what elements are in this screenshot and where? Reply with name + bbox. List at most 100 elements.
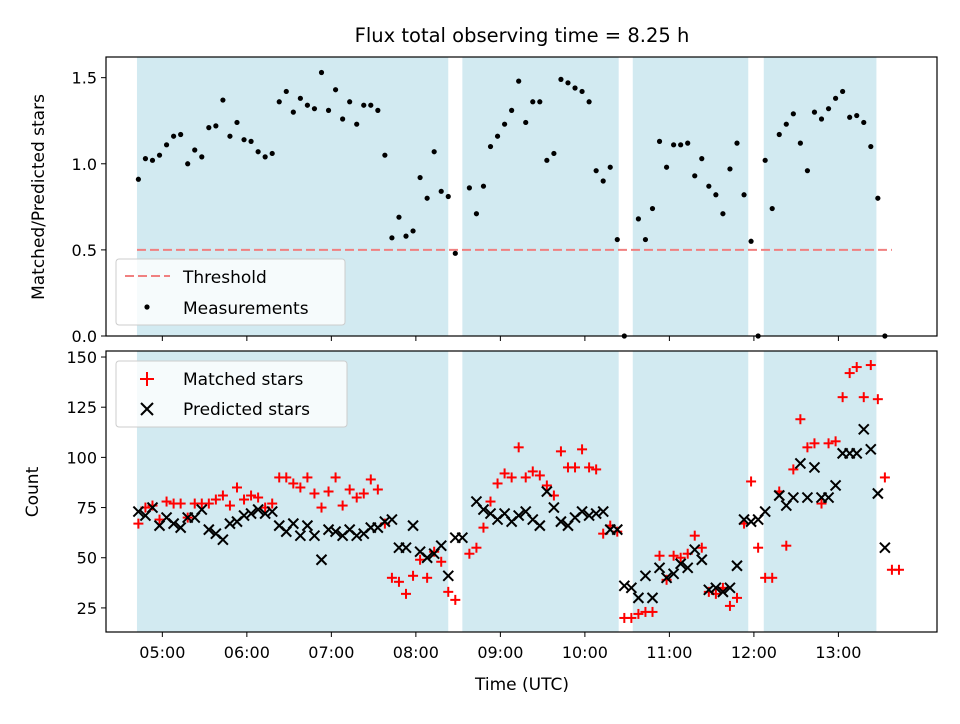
matched-star-point xyxy=(879,472,890,483)
matched-star-point xyxy=(555,446,566,457)
predicted-star-point xyxy=(541,485,553,498)
measurement-point xyxy=(509,107,515,113)
measurement-point xyxy=(347,99,353,105)
matched-star-point xyxy=(267,498,278,509)
predicted-star-point xyxy=(322,523,335,536)
measurement-point xyxy=(614,236,620,243)
matched-star-point xyxy=(534,470,545,481)
matched-star-point xyxy=(344,484,355,495)
bottom-y-tick-label: 100 xyxy=(66,448,97,467)
matched-star-point xyxy=(224,500,235,511)
matched-star-point xyxy=(422,572,433,583)
matched-star-point xyxy=(175,498,186,509)
measurement-point xyxy=(530,99,536,105)
matched-star-point xyxy=(696,542,707,553)
matched-star-point xyxy=(330,472,341,483)
predicted-star-point xyxy=(611,523,623,536)
measurement-point xyxy=(734,140,740,146)
measurement-point xyxy=(340,116,346,122)
measurement-point xyxy=(551,150,557,157)
matched-star-point xyxy=(133,518,144,529)
measurement-point xyxy=(361,102,367,108)
measurement-point xyxy=(396,214,402,220)
measurement-point xyxy=(318,69,325,76)
measurement-point xyxy=(656,138,663,144)
predicted-star-point xyxy=(597,505,609,518)
top-shaded-interval xyxy=(462,57,619,336)
matched-star-point xyxy=(830,436,841,447)
matched-star-point xyxy=(415,554,426,565)
measurement-point xyxy=(854,112,860,119)
measurement-point xyxy=(135,176,141,182)
top-x-ticks xyxy=(161,336,839,341)
predicted-star-point xyxy=(639,570,652,582)
measurement-point xyxy=(480,183,487,189)
matched-star-point xyxy=(358,488,369,499)
matched-star-point xyxy=(478,522,489,533)
matched-star-point xyxy=(154,514,165,525)
measurement-point xyxy=(720,211,726,217)
bottom-y-tick-label: 150 xyxy=(66,348,97,367)
matched-star-point xyxy=(513,442,524,453)
predicted-star-point xyxy=(386,513,398,526)
measurement-point xyxy=(797,140,803,146)
chart-title: Flux total observing time = 8.25 h xyxy=(355,24,690,47)
predicted-star-point xyxy=(146,501,159,514)
measurement-point xyxy=(171,133,177,139)
predicted-star-point xyxy=(217,533,229,546)
measurement-point xyxy=(325,107,332,113)
matched-star-point xyxy=(753,542,764,553)
predicted-star-point xyxy=(407,519,419,532)
matched-star-point xyxy=(443,586,454,597)
predicted-star-point xyxy=(590,507,602,520)
measurement-point xyxy=(438,188,444,194)
predicted-star-point xyxy=(308,529,321,542)
matched-star-point xyxy=(323,486,334,497)
matched-star-point xyxy=(865,360,876,371)
measurement-point xyxy=(572,85,578,91)
measurement-point xyxy=(783,121,789,127)
predicted-star-point xyxy=(731,560,743,572)
legend-matched-marker xyxy=(140,372,154,386)
measurement-point xyxy=(445,193,451,200)
measurement-point xyxy=(635,216,642,222)
predicted-star-point xyxy=(787,491,800,504)
top-y-tick-label: 0.5 xyxy=(72,241,97,260)
predicted-star-point xyxy=(259,507,271,520)
bottom-shaded-interval xyxy=(632,351,749,632)
top-y-axis-label: Matched/Predicted stars xyxy=(29,94,49,300)
measurement-point xyxy=(501,121,508,127)
bottom-legend-box xyxy=(115,360,348,428)
predicted-star-point xyxy=(379,515,391,528)
predicted-star-point xyxy=(421,552,433,564)
x-tick-label: 05:00 xyxy=(139,643,185,662)
measurement-point xyxy=(332,87,339,93)
predicted-star-point xyxy=(632,592,645,604)
measurement-point xyxy=(276,99,282,105)
x-tick-label: 07:00 xyxy=(308,643,354,662)
predicted-star-point xyxy=(287,517,300,530)
matched-star-point xyxy=(492,478,503,489)
measurement-point xyxy=(748,238,754,244)
predicted-star-point xyxy=(294,529,307,542)
x-tick-label: 13:00 xyxy=(815,643,861,662)
x-tick-label: 09:00 xyxy=(477,643,523,662)
predicted-star-point xyxy=(681,562,694,574)
measurement-point xyxy=(811,109,818,115)
predicted-star-point xyxy=(245,507,257,520)
matched-star-point xyxy=(668,550,679,561)
bottom-y-tick-label: 75 xyxy=(77,499,97,518)
top-plot-frame xyxy=(105,56,938,337)
measurement-point xyxy=(354,121,360,127)
matched-star-point xyxy=(675,552,686,563)
measurement-point xyxy=(185,161,191,167)
measurement-point xyxy=(466,185,472,191)
matched-star-point xyxy=(851,362,862,373)
matched-star-point xyxy=(823,438,834,449)
predicted-star-point xyxy=(801,491,814,504)
measurement-point xyxy=(262,154,268,160)
predicted-star-point xyxy=(252,503,264,516)
measurement-point xyxy=(255,149,261,155)
legend-threshold-label: Threshold xyxy=(182,268,267,288)
predicted-star-point xyxy=(794,457,807,470)
